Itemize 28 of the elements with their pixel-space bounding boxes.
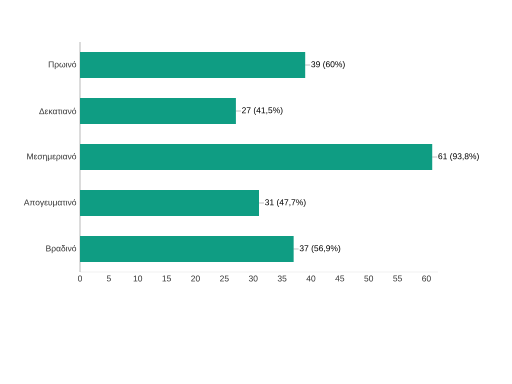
x-tick-label: 25: [220, 276, 229, 282]
data-label: 27 (41,5%): [242, 107, 282, 115]
y-tick-label: Απογευματινό: [24, 198, 76, 208]
x-tick-label: 0: [78, 276, 82, 282]
x-tick-label: 30: [248, 276, 258, 282]
x-tick-label: 55: [393, 276, 402, 282]
x-tick-label: 10: [134, 276, 142, 282]
x-tick-label: 35: [278, 276, 286, 282]
x-tick-label: 40: [306, 276, 316, 282]
x-tick-label: 60: [422, 276, 431, 282]
bar: [80, 190, 260, 216]
y-tick-label: Πρωινό: [48, 60, 76, 70]
data-label: 61 (93,8%): [438, 153, 479, 161]
bar: [80, 52, 306, 78]
bar: [80, 98, 236, 124]
x-tick-label: 15: [162, 276, 171, 282]
data-label: 39 (60%): [311, 61, 345, 69]
y-tick-label: Δεκατιανό: [39, 108, 76, 114]
x-tick-label: 50: [364, 276, 374, 282]
data-label: 37 (56,9%): [300, 245, 340, 253]
x-tick-label: 20: [191, 276, 200, 282]
data-label: 31 (47,7%): [265, 199, 306, 207]
bar: [80, 144, 432, 170]
y-tick-label: Βραδινό: [46, 244, 76, 254]
bar: [80, 236, 294, 262]
x-tick-label: 45: [335, 276, 344, 282]
y-tick-label: Μεσημεριανό: [27, 152, 76, 162]
x-tick-label: 5: [106, 276, 111, 282]
